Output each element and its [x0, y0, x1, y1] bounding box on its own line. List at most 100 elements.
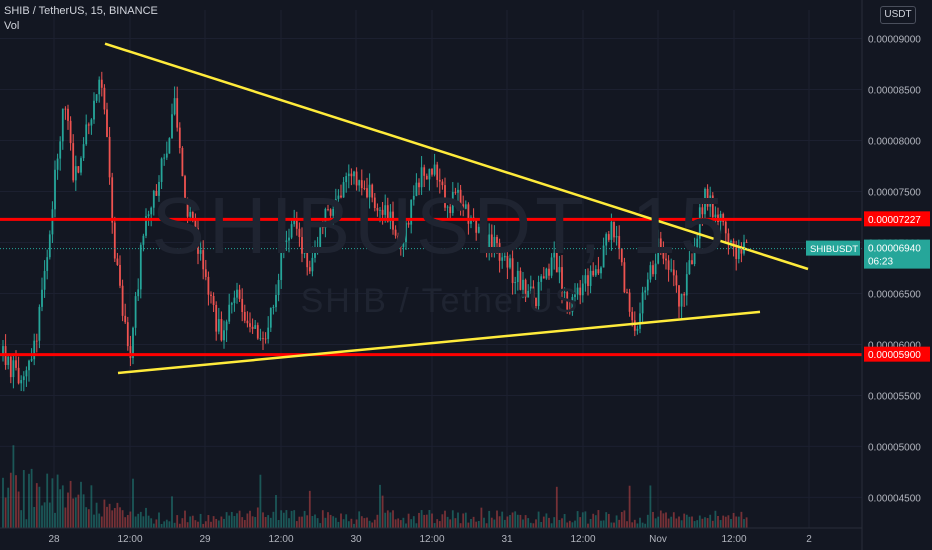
volume-bar	[298, 516, 301, 528]
volume-bar	[20, 510, 23, 528]
volume-bar	[561, 518, 563, 528]
candle-body	[142, 235, 145, 245]
candle	[358, 179, 361, 192]
level-label-text: 0.00005900	[868, 350, 921, 361]
candle	[579, 280, 582, 305]
candle-body	[449, 206, 452, 214]
symbol-title[interactable]: SHIB / TetherUS, 15, BINANCE	[4, 5, 158, 17]
candle-body	[288, 237, 290, 241]
volume-bar	[280, 510, 283, 528]
volume-bar	[646, 514, 649, 528]
volume-bar	[553, 517, 556, 528]
volume-bar	[678, 516, 680, 528]
candle-body	[438, 179, 441, 182]
candle-body	[714, 214, 717, 218]
candle	[85, 114, 88, 146]
candle	[600, 266, 602, 279]
candle	[693, 237, 696, 267]
candle	[607, 231, 610, 242]
candle-body	[657, 238, 660, 264]
candle	[212, 292, 215, 312]
level-price-label: 0.00007227	[864, 211, 930, 227]
candle	[680, 293, 683, 319]
candle-body	[178, 127, 181, 148]
candle	[496, 234, 498, 254]
volume-bar	[254, 516, 257, 528]
candle	[613, 221, 615, 243]
candle	[529, 275, 532, 294]
candle-body	[691, 260, 693, 265]
volume-bar	[711, 520, 714, 528]
candle-body	[116, 258, 119, 265]
candle	[28, 359, 30, 382]
volume-bar	[288, 518, 290, 528]
candle	[353, 170, 355, 185]
x-tick-label: 28	[48, 534, 60, 545]
volume-bar	[59, 489, 62, 528]
trend-line[interactable]	[117, 310, 761, 375]
candle	[311, 246, 314, 277]
candle	[98, 76, 101, 103]
trend-line[interactable]	[104, 42, 809, 271]
volume-bar	[246, 513, 249, 528]
candle-body	[675, 275, 678, 286]
volume-bar	[472, 516, 475, 528]
candle-body	[394, 229, 397, 236]
candle-body	[207, 276, 210, 295]
volume-bar	[366, 517, 368, 528]
candle	[332, 205, 335, 228]
candle-body	[48, 234, 51, 258]
candle-body	[358, 180, 361, 186]
candle-body	[566, 292, 569, 310]
candle	[298, 222, 301, 247]
volume-bar	[701, 518, 704, 528]
volume-bar	[85, 507, 88, 528]
candle-body	[181, 147, 184, 177]
candle	[210, 291, 212, 304]
candle-body	[568, 309, 571, 313]
volume-bar	[449, 519, 452, 528]
candle-body	[550, 257, 553, 276]
candle-body	[233, 297, 236, 304]
volume-bar	[657, 516, 660, 528]
candle-body	[688, 260, 691, 275]
volume-bar	[129, 511, 132, 528]
volume-bar	[337, 521, 340, 528]
volume-bar	[95, 502, 98, 528]
candle-body	[626, 292, 628, 294]
volume-bar	[397, 518, 400, 528]
volume-bar	[542, 516, 545, 528]
volume-bar	[605, 512, 608, 528]
volume-bar	[147, 515, 150, 528]
candle	[165, 141, 168, 160]
candle	[415, 173, 418, 197]
x-tick-label: Nov	[649, 534, 667, 545]
candle-body	[589, 270, 592, 286]
candle	[480, 225, 483, 249]
volume-indicator-label[interactable]: Vol	[4, 20, 20, 32]
currency-button[interactable]: USDT	[880, 6, 916, 24]
candle	[672, 260, 675, 287]
candle	[262, 331, 264, 351]
volume-bar	[106, 506, 108, 528]
candle-body	[12, 360, 15, 378]
candle	[488, 223, 491, 261]
candle-body	[342, 182, 345, 198]
candle	[675, 270, 678, 293]
volume-bar	[600, 520, 602, 528]
volume-bar	[516, 514, 519, 528]
candle	[454, 187, 457, 195]
volume-bar	[386, 510, 389, 528]
candle-body	[262, 338, 264, 340]
candle-body	[475, 219, 478, 233]
candle-body	[610, 221, 613, 240]
candle-body	[652, 265, 654, 275]
candle	[581, 275, 584, 303]
volume-bar	[340, 513, 342, 528]
candle	[566, 290, 569, 314]
candle-body	[197, 228, 199, 254]
volume-bar	[571, 522, 574, 528]
volume-bar	[644, 523, 647, 528]
candle	[4, 334, 7, 370]
